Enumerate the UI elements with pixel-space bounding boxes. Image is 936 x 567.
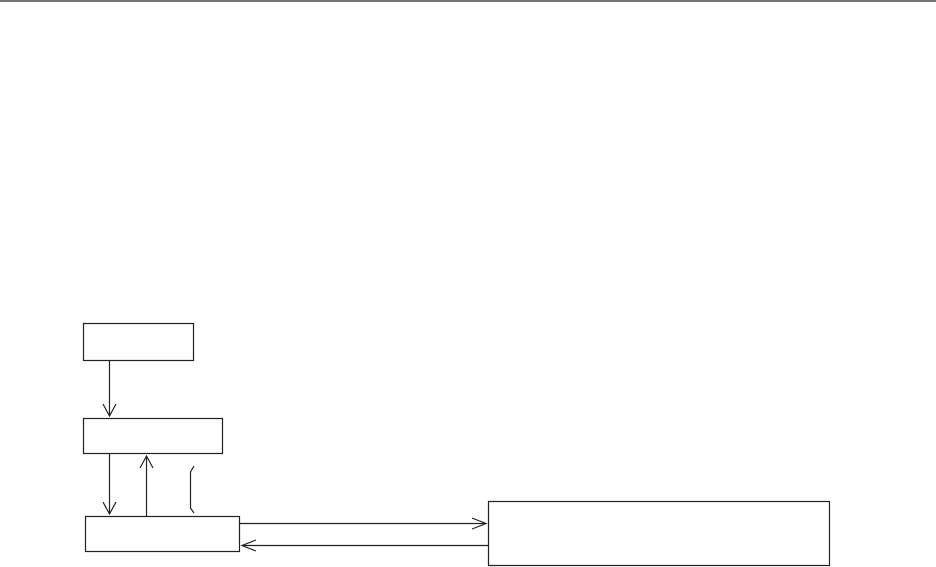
box-middle: [82, 417, 224, 455]
arrow-up: [139, 454, 154, 516]
bracket: [189, 465, 195, 514]
arrow-down-1: [102, 361, 117, 418]
arrow-right: [240, 517, 488, 530]
arrow-down-2: [102, 454, 117, 516]
box-bottom: [84, 515, 241, 553]
box-right: [487, 500, 831, 567]
box-top: [82, 322, 195, 362]
arrow-left: [240, 539, 488, 552]
